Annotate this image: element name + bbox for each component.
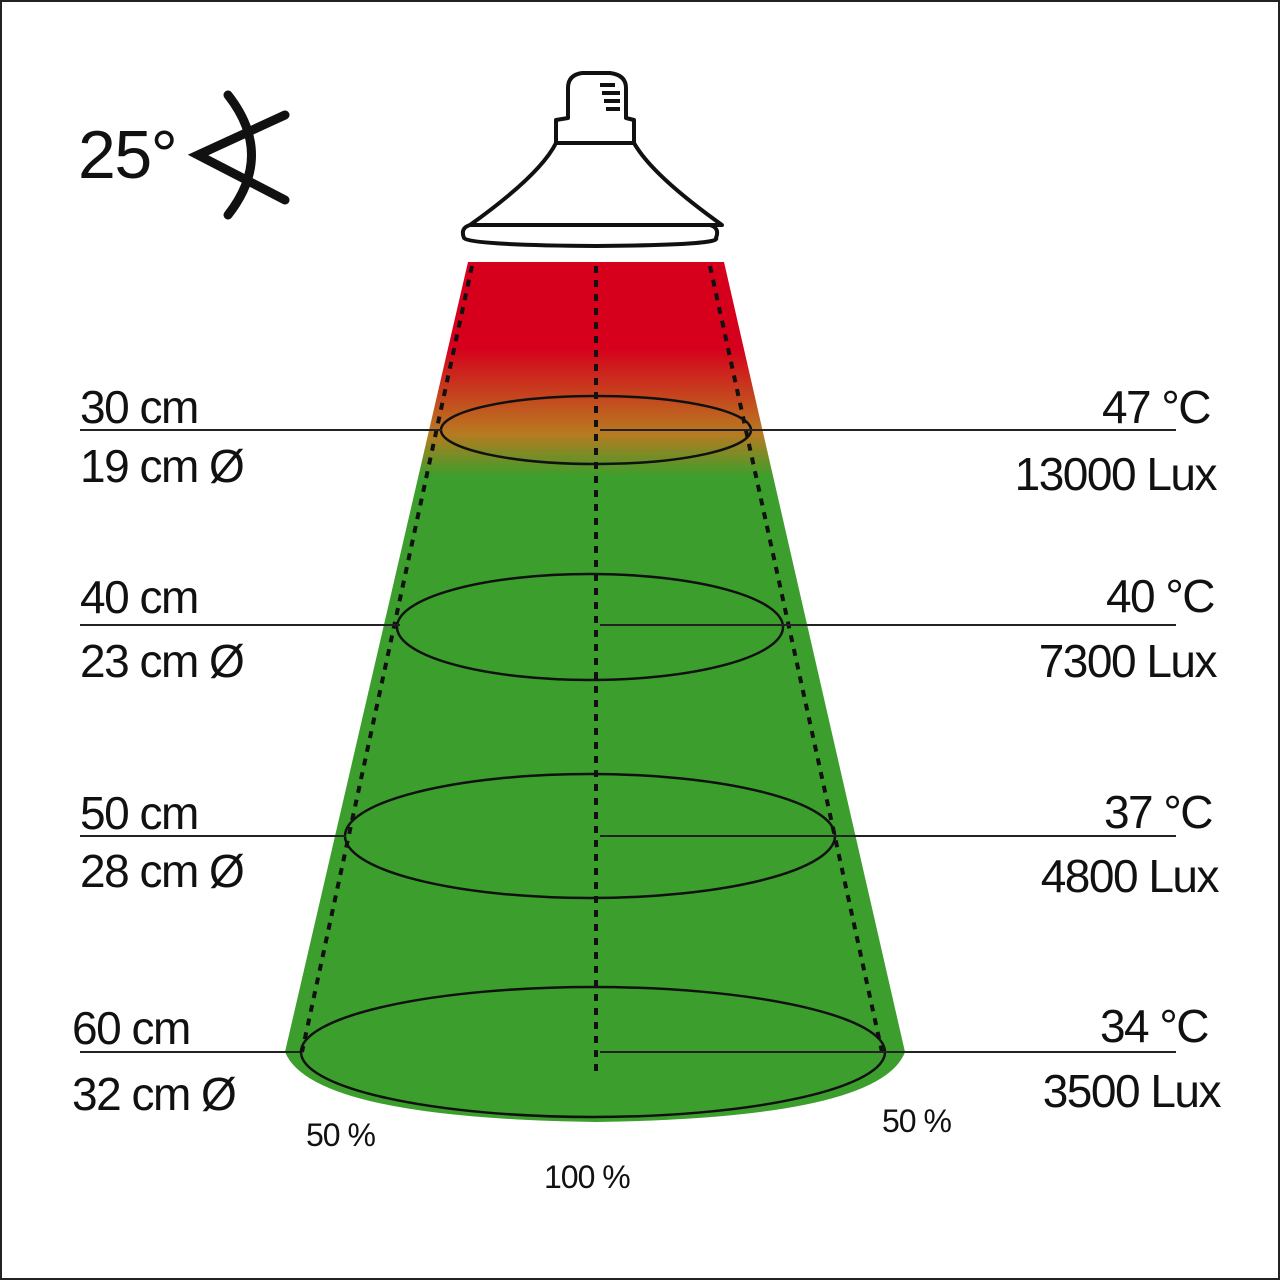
temperature-30: 47 °C — [1102, 381, 1210, 433]
bulb-icon — [460, 71, 724, 248]
intensity-left: 50 % — [306, 1117, 375, 1153]
angle-icon — [187, 90, 290, 220]
diameter-60: 32 cm Ø — [72, 1068, 236, 1120]
lux-40: 7300 Lux — [1039, 635, 1218, 687]
level-lines — [80, 429, 1176, 1053]
diameter-40: 23 cm Ø — [80, 635, 244, 687]
distance-40: 40 cm — [80, 571, 198, 623]
temperature-50: 37 °C — [1104, 786, 1212, 838]
intensity-center: 100 % — [544, 1159, 630, 1195]
distance-50: 50 cm — [80, 787, 198, 839]
diameter-30: 19 cm Ø — [80, 440, 244, 492]
distance-30: 30 cm — [80, 381, 198, 433]
lux-30: 13000 Lux — [1015, 448, 1218, 500]
intensity-right: 50 % — [882, 1103, 951, 1139]
temperature-40: 40 °C — [1106, 570, 1214, 622]
temperature-60: 34 °C — [1100, 1000, 1208, 1052]
distance-60: 60 cm — [72, 1002, 190, 1054]
lux-50: 4800 Lux — [1041, 850, 1220, 902]
beam-angle-label: 25° — [78, 117, 176, 193]
diameter-50: 28 cm Ø — [80, 845, 244, 897]
beam-section-40cm — [395, 572, 785, 682]
lux-60: 3500 Lux — [1043, 1065, 1222, 1117]
beam-guide-lines — [300, 265, 884, 1078]
